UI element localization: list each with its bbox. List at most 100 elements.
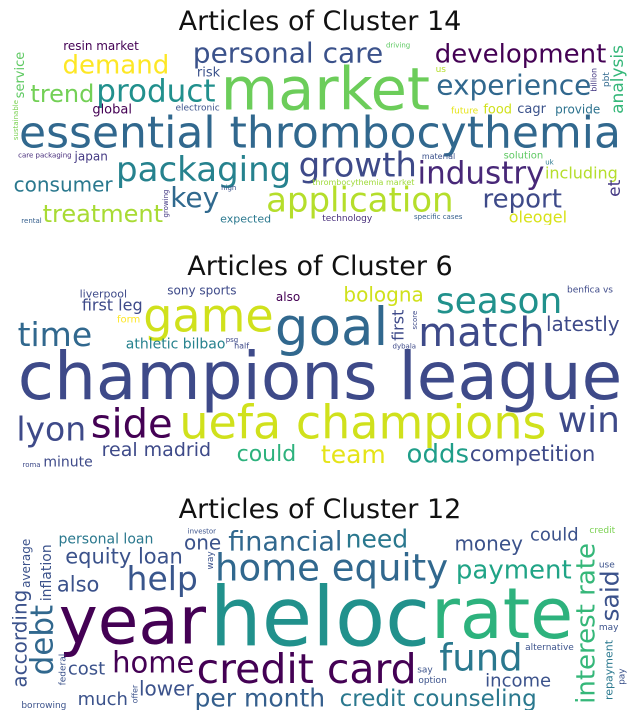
word-cloud-term: credit counseling [340, 686, 537, 710]
word-cloud-term: expected [220, 212, 271, 225]
cluster-panel-6: Articles of Cluster 6 champions league go… [0, 242, 640, 482]
word-cloud-term: first [389, 310, 408, 341]
word-cloud-term: according [12, 590, 32, 688]
word-cloud-term: trend [30, 80, 94, 108]
word-cloud-term: champions league [18, 338, 622, 415]
word-cloud-term: inflation [39, 544, 55, 601]
word-cloud-term: including [545, 163, 618, 182]
word-cloud-term: uefa champions [179, 396, 546, 450]
word-cloud-term: much [78, 689, 128, 710]
word-cloud-term: service [13, 52, 28, 99]
word-cloud-term: cost [68, 659, 105, 680]
word-cloud-term: dybala [393, 343, 417, 351]
word-cloud-term: personal loan [59, 531, 154, 547]
word-cloud-term: packaging [116, 150, 291, 190]
word-cloud-term: latestly [546, 312, 620, 336]
word-cloud-term: home equity [215, 546, 448, 589]
word-cloud-term: athletic bilbao [126, 336, 226, 352]
word-cloud-term: team [321, 440, 386, 469]
word-cloud-term: lower [139, 676, 194, 700]
panel-title: Articles of Cluster 6 [187, 251, 453, 282]
word-cloud-term: consumer [14, 172, 114, 196]
word-cloud-term: bologna [343, 284, 423, 307]
word-cloud-term: demand [62, 50, 169, 80]
word-cloud-term: help [127, 559, 198, 598]
word-cloud-term: solution [504, 150, 544, 161]
word-cloud-term: psg [226, 336, 239, 344]
word-cloud-term: analysis [608, 45, 628, 114]
word-cloud-term: win [558, 400, 620, 441]
word-cloud-term: income [485, 670, 551, 691]
word-cloud-term: uk [545, 158, 554, 166]
word-cloud-term: debt [24, 605, 60, 676]
word-cloud-term: federal [58, 654, 68, 686]
word-cloud-term: investor [188, 528, 217, 536]
word-cloud-term: benfica vs [567, 286, 613, 296]
word-cloud-term: fund [439, 636, 522, 679]
word-cloud-term: credit card [197, 645, 417, 693]
word-cloud-term: way [206, 551, 216, 570]
word-cloud-term: technology [322, 214, 373, 224]
word-cloud-term: future [451, 107, 479, 117]
word-cloud-term: borrowing [21, 701, 66, 710]
word-cloud-term: said [596, 570, 625, 621]
word-cloud-term: real madrid [102, 439, 211, 461]
word-cloud-term: driving [386, 41, 410, 49]
word-cloud-term: roma [22, 461, 40, 469]
word-cloud-term: goal [275, 297, 388, 358]
word-cloud-term: essential thrombocythemia [19, 108, 621, 159]
word-cloud-term: competition [470, 442, 595, 466]
word-cloud-term: experience [436, 68, 591, 101]
word-cloud-term: care packaging [18, 152, 71, 160]
word-cloud-term: report [483, 185, 562, 215]
word-cloud-term: market [221, 55, 430, 124]
word-cloud-term: thrombocythemia market [312, 178, 414, 187]
word-cloud-term: first leg [82, 295, 143, 314]
word-cloud-term: per month [194, 683, 325, 710]
cluster-panel-14: Articles of Cluster 14 essential thrombo… [0, 0, 640, 240]
word-cloud-term: one [184, 530, 221, 554]
word-cloud-term: sustainable [12, 100, 20, 140]
word-cloud-term: lyon [16, 409, 86, 448]
word-cloud-term: form [117, 314, 140, 325]
word-cloud-term: industry [417, 155, 544, 191]
word-cloud-term: heloc [210, 571, 430, 666]
word-cloud-term: us [436, 65, 447, 75]
word-cloud-term: credit [589, 526, 615, 536]
word-cloud-term: oleogel [509, 208, 567, 225]
word-cloud-term: treatment [43, 200, 163, 225]
word-cloud: champions league goal uefa champions game ma… [12, 284, 628, 469]
word-cloud-term: offer [131, 684, 140, 703]
word-cloud-term: pay [617, 668, 627, 685]
word-cloud-term: season [436, 284, 563, 322]
word-cloud-term: minute [43, 455, 92, 469]
word-cloud-term: cagr [517, 102, 546, 117]
word-cloud-term: et [605, 179, 625, 196]
panel-title: Articles of Cluster 14 [178, 6, 462, 37]
word-cloud-term: global [92, 102, 132, 117]
word-cloud-term: billion [590, 68, 599, 92]
word-cloud-term: sony sports [167, 284, 236, 297]
word-cloud-term: also [57, 572, 99, 596]
word-cloud-term: option [418, 676, 446, 686]
word-cloud-term: match [418, 310, 545, 356]
word-cloud-term: material [422, 152, 455, 161]
word-cloud-term: time [18, 315, 93, 354]
word-cloud-term: development [435, 40, 607, 69]
word-cloud: heloc rate year credit card home equity fund i… [12, 525, 628, 710]
word-cloud-term: need [346, 525, 408, 553]
cluster-panel-12: Articles of Cluster 12 heloc rate year cred… [0, 485, 640, 725]
word-cloud-term: resin market [63, 40, 139, 53]
word-cloud-term: rate [431, 573, 573, 655]
word-cloud-term: interest rate [571, 543, 601, 704]
word-cloud-term: key [170, 181, 219, 214]
word-cloud-term: may [599, 623, 619, 633]
word-cloud-term: equity loan [65, 545, 183, 569]
word-cloud-term: application [266, 181, 454, 221]
word-cloud-term: odds [407, 439, 469, 469]
word-cloud-term: home [112, 645, 194, 679]
word-cloud-term: provide [555, 102, 600, 116]
